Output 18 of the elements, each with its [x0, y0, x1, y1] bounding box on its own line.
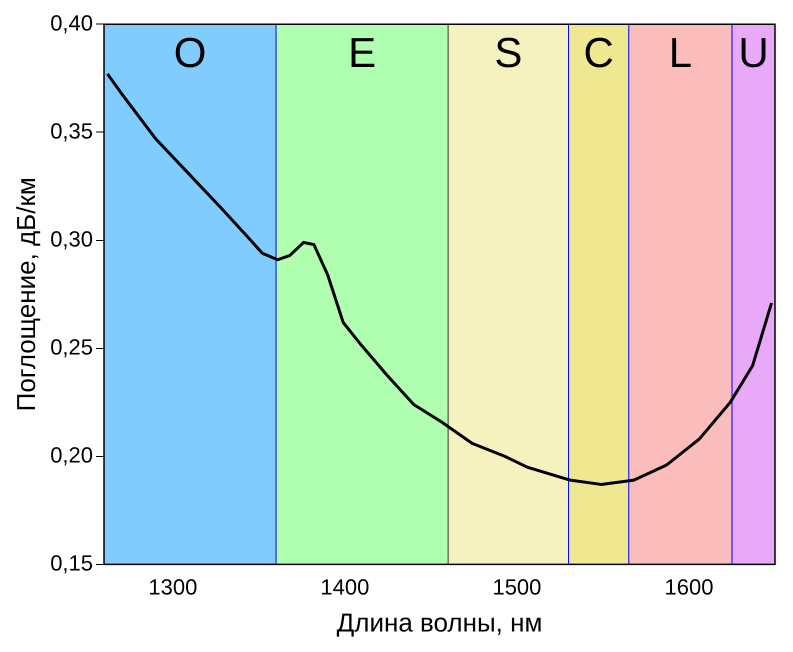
- y-tick-label: 0,40: [50, 10, 94, 36]
- y-tick-label: 0,25: [50, 334, 94, 360]
- band-label: O: [174, 28, 206, 76]
- band-label: S: [494, 28, 522, 76]
- band-label: C: [583, 28, 614, 76]
- y-tick-label: 0,15: [50, 550, 94, 576]
- band-label: U: [738, 28, 769, 76]
- y-tick-label: 0,20: [50, 442, 94, 468]
- y-tick-label: 0,30: [50, 226, 94, 252]
- x-tick-label: 1600: [664, 574, 714, 600]
- x-axis-title: Длина волны, нм: [336, 608, 542, 638]
- band-label: L: [668, 28, 692, 76]
- y-tick-label: 0,35: [50, 118, 94, 144]
- x-tick-label: 1400: [320, 574, 370, 600]
- band-label: E: [348, 28, 376, 76]
- y-axis-title: Поглощение, дБ/км: [10, 177, 41, 412]
- x-tick-label: 1300: [148, 574, 198, 600]
- x-tick-label: 1500: [492, 574, 542, 600]
